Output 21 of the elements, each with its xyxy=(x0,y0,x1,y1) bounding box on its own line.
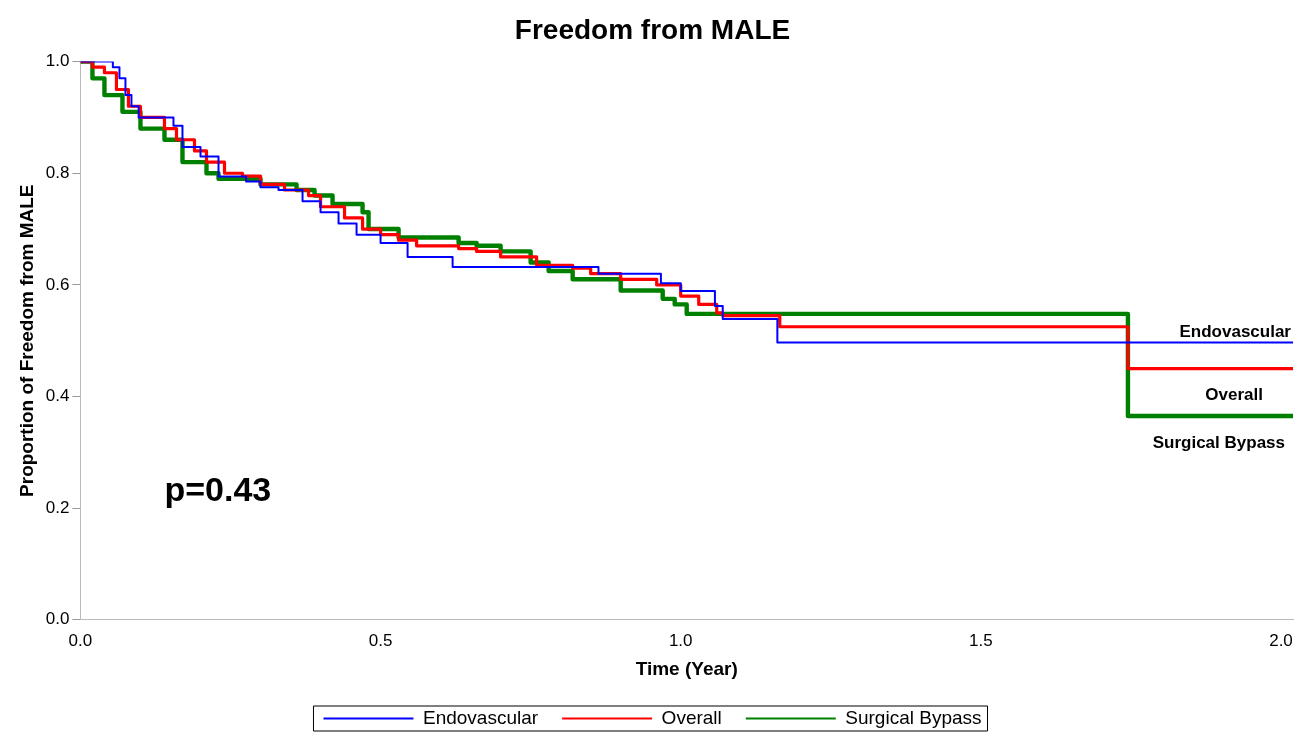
x-tick-label: 1.5 xyxy=(969,630,993,650)
y-tick-label: 1.0 xyxy=(45,51,70,71)
y-axis-title: Proportion of Freedom from MALE xyxy=(15,184,37,497)
y-tick-label: 0.8 xyxy=(45,162,70,182)
text: Overall xyxy=(1205,385,1263,405)
y-tick-label: 0.0 xyxy=(45,609,70,629)
chart-title: Freedom from MALE xyxy=(514,13,791,45)
x-tick-label: 0.5 xyxy=(368,630,393,650)
y-tick-label: 0.6 xyxy=(45,274,70,294)
legend-label: Endovascular xyxy=(422,706,539,728)
x-tick-label: 1.0 xyxy=(668,630,693,650)
y-tick-label: 0.2 xyxy=(45,497,70,517)
text: Endovascular xyxy=(1179,322,1291,342)
legend-label: Overall xyxy=(661,706,722,728)
x-tick-label: 0.0 xyxy=(68,630,93,650)
annotation: p=0.43 xyxy=(164,470,272,509)
text: Surgical Bypass xyxy=(1152,432,1285,452)
x-tick-label: 2.0 xyxy=(1269,630,1293,650)
x-axis-title: Time (Year) xyxy=(635,657,738,679)
y-tick-label: 0.4 xyxy=(45,386,70,406)
legend-label: Surgical Bypass xyxy=(845,706,982,728)
